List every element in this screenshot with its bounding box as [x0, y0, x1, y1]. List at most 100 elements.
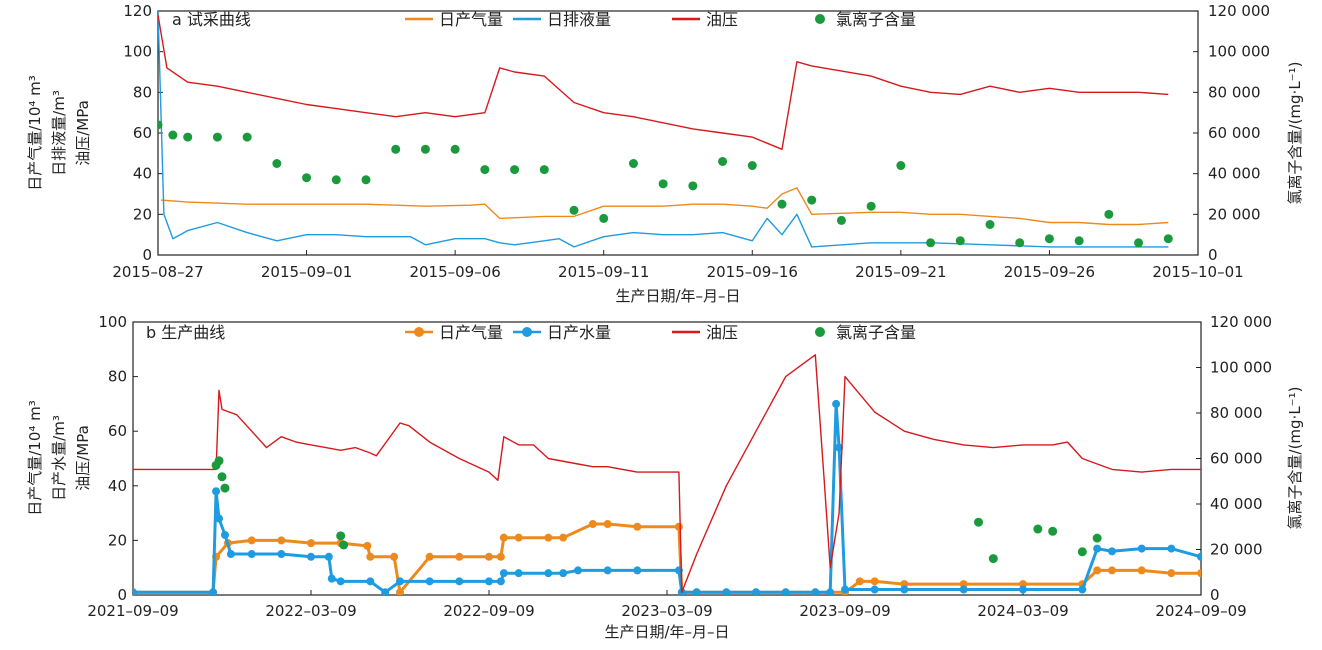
y-right-axis-label: 氯离子含量/(mg·L⁻¹)	[1286, 387, 1304, 530]
series-marker	[390, 552, 399, 561]
legend-label: 日产气量	[439, 323, 503, 342]
scatter-point	[220, 483, 230, 493]
series-marker	[1108, 547, 1116, 556]
series-marker	[781, 588, 790, 595]
scatter-point	[1134, 238, 1144, 248]
x-tick-label: 2015–09–11	[558, 263, 649, 281]
plot-area	[158, 11, 1173, 248]
series-marker	[841, 585, 849, 594]
y-right-tick-label: 40 000	[1210, 495, 1263, 513]
y-left-tick-label: 0	[142, 246, 152, 264]
y-right-tick-label: 60 000	[1208, 124, 1261, 142]
x-tick-label: 2015–10–01	[1152, 263, 1243, 281]
x-tick-label: 2015–09–16	[707, 263, 798, 281]
series-marker	[826, 588, 835, 595]
series-marker	[336, 577, 345, 586]
chart-title: a 试采曲线	[172, 10, 251, 29]
y-left-axis-label: 油压/MPa	[74, 425, 92, 491]
series-marker	[1078, 585, 1087, 594]
series-marker	[485, 552, 493, 561]
series-marker	[247, 536, 256, 545]
scatter-point	[361, 175, 371, 185]
series-marker	[226, 550, 235, 559]
series-marker	[499, 569, 508, 578]
scatter-point	[985, 220, 995, 229]
series-marker	[722, 588, 731, 595]
series-marker	[832, 399, 841, 408]
x-axis-label: 生产日期/年–月–日	[604, 623, 729, 641]
y-right-tick-label: 0	[1210, 586, 1220, 604]
x-tick-label: 2022–03–09	[265, 602, 356, 620]
y-left-axis-label: 日产气量/10⁴ m³	[26, 400, 44, 516]
series-marker	[396, 577, 404, 586]
scatter-point	[628, 159, 638, 168]
scatter-point	[988, 554, 998, 564]
series-marker	[811, 588, 820, 595]
series-marker	[574, 566, 582, 575]
series-marker	[752, 588, 760, 595]
legend-label: 日排液量	[547, 10, 611, 29]
series-marker	[209, 588, 218, 595]
y-left-tick-label: 20	[108, 531, 127, 549]
y-left-tick-label: 0	[117, 586, 127, 604]
series-marker	[855, 577, 864, 586]
series-marker	[1197, 569, 1201, 578]
legend-marker	[815, 327, 825, 337]
scatter-point	[1092, 533, 1102, 543]
scatter-point	[1074, 236, 1084, 246]
scatter-point	[747, 161, 757, 171]
series-marker	[366, 552, 375, 561]
scatter-point	[896, 161, 906, 171]
x-axis-label: 生产日期/年–月–日	[615, 287, 740, 305]
legend-marker	[414, 327, 424, 337]
x-tick-label: 2015–09–26	[1004, 263, 1095, 281]
series-marker	[633, 522, 642, 531]
y-left-tick-label: 60	[108, 422, 127, 440]
legend-label: 油压	[706, 323, 738, 342]
chart-title: b 生产曲线	[146, 323, 225, 342]
legend-label: 日产气量	[439, 10, 503, 29]
series-marker	[559, 533, 568, 542]
scatter-point	[1033, 524, 1043, 534]
scatter-point	[391, 144, 401, 154]
series-marker	[485, 577, 493, 586]
series-marker	[603, 566, 612, 575]
scatter-point	[1015, 238, 1025, 248]
scatter-point	[1048, 526, 1058, 536]
series-line	[133, 354, 1201, 593]
chart-panel-a: 2015–08–27 2015–09–01 2015–09–06 2015–09–11…	[26, 2, 1304, 305]
y-left-tick-label: 20	[133, 205, 152, 223]
y-left-tick-label: 100	[98, 313, 127, 331]
y-left-tick-label: 80	[108, 368, 127, 386]
y-left-tick-label: 40	[108, 477, 127, 495]
y-left-tick-label: 120	[123, 2, 152, 20]
scatter-point	[1077, 547, 1087, 557]
y-right-axis-label: 氯离子含量/(mg·L⁻¹)	[1286, 62, 1304, 205]
series-line	[160, 187, 1169, 226]
scatter-point	[331, 175, 341, 185]
scatter-point	[926, 238, 936, 248]
series-marker	[603, 520, 612, 529]
scatter-point	[866, 201, 876, 211]
series-marker	[366, 577, 375, 586]
series-marker	[327, 574, 336, 583]
y-left-tick-label: 80	[133, 83, 152, 101]
y-right-tick-label: 20 000	[1208, 205, 1261, 223]
scatter-point	[450, 144, 460, 154]
series-marker	[1197, 552, 1201, 561]
series-marker	[455, 552, 464, 561]
scatter-point	[974, 517, 983, 527]
y-right-tick-label: 100 000	[1208, 43, 1270, 61]
series-marker	[212, 487, 221, 496]
scatter-point	[569, 205, 579, 215]
series-marker	[247, 550, 256, 559]
x-tick-label: 2023–09–09	[799, 602, 890, 620]
y-left-axis-label: 油压/MPa	[74, 100, 92, 166]
series-marker	[496, 577, 505, 586]
scatter-point	[168, 130, 178, 140]
series-marker	[425, 577, 434, 586]
series-marker	[215, 514, 224, 523]
x-tick-label: 2023–03–09	[621, 602, 712, 620]
y-right-tick-label: 60 000	[1210, 450, 1263, 468]
scatter-point	[599, 213, 609, 223]
